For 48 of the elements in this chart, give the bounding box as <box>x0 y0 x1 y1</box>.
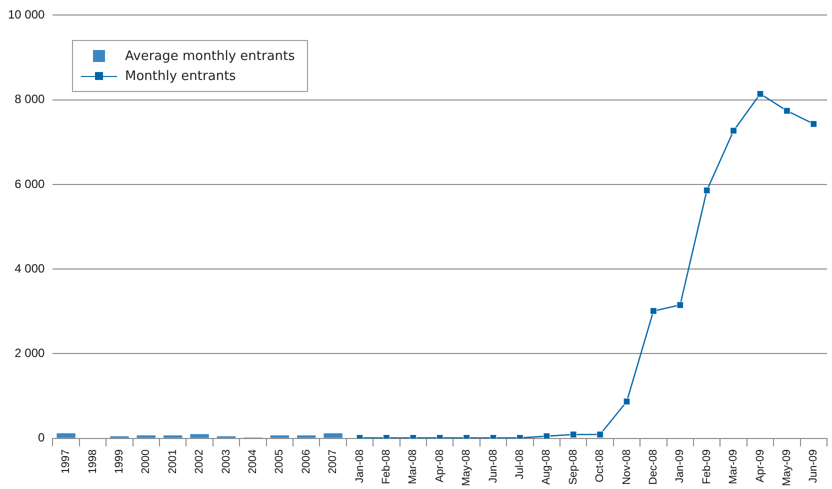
x-tick-label: 2002 <box>194 449 206 474</box>
point <box>623 398 630 405</box>
point <box>543 432 550 438</box>
x-tick-label: May-08 <box>460 449 473 486</box>
point <box>784 107 790 114</box>
x-tick-label: 2007 <box>327 449 340 474</box>
point <box>810 120 818 128</box>
x-tick-label: Dec-08 <box>647 449 660 485</box>
x-tick-label: 2000 <box>140 449 152 474</box>
point <box>756 90 764 98</box>
point <box>650 308 657 314</box>
x-tick-label: Jun-08 <box>487 449 500 483</box>
x-tick-label: Sep-08 <box>567 449 580 485</box>
x-tick-label: Feb-08 <box>380 449 392 484</box>
y-tick-label: 2 000 <box>14 346 46 360</box>
point <box>730 127 737 134</box>
x-tick-label: Aug-08 <box>540 449 553 485</box>
x-tick-label: Mar-09 <box>728 449 740 484</box>
point <box>703 186 710 194</box>
x-tick-label: Apr-08 <box>434 449 446 482</box>
x-tick-label: Jun-09 <box>808 449 820 483</box>
y-tick-label: 10 000 <box>8 8 46 22</box>
y-tick-label: 8 000 <box>14 92 46 106</box>
x-tick-label: 2001 <box>166 449 179 474</box>
x-tick-label: Feb-09 <box>700 449 713 484</box>
x-tick-label: May-09 <box>780 449 793 486</box>
x-tick-label: 2004 <box>246 449 259 474</box>
x-tick-label: Jan-08 <box>354 449 366 483</box>
x-tick-label: Apr-09 <box>754 449 766 482</box>
x-tick-label: Oct-08 <box>594 449 606 482</box>
x-tick-label: 2005 <box>274 449 286 474</box>
x-tick-label: 2006 <box>300 449 312 474</box>
x-tick-label: 1997 <box>60 449 72 474</box>
x-tick-label: Mar-08 <box>407 449 420 484</box>
legend-label: Average monthly entrants <box>125 48 295 64</box>
point <box>676 302 684 308</box>
x-tick-label: Jul-08 <box>514 449 526 480</box>
x-tick-label: 2003 <box>220 449 232 474</box>
point <box>596 431 604 438</box>
x-tick-label: 1999 <box>113 449 126 474</box>
point <box>570 431 577 438</box>
x-tick-label: Nov-08 <box>620 449 633 485</box>
legend-label: Monthly entrants <box>125 68 236 84</box>
x-tick-label: Jan-09 <box>674 449 686 483</box>
x-tick-label: 1998 <box>86 449 99 474</box>
y-tick-label: 0 <box>38 430 46 445</box>
y-tick-label: 6 000 <box>14 176 46 191</box>
y-tick-label: 4 000 <box>14 261 46 276</box>
